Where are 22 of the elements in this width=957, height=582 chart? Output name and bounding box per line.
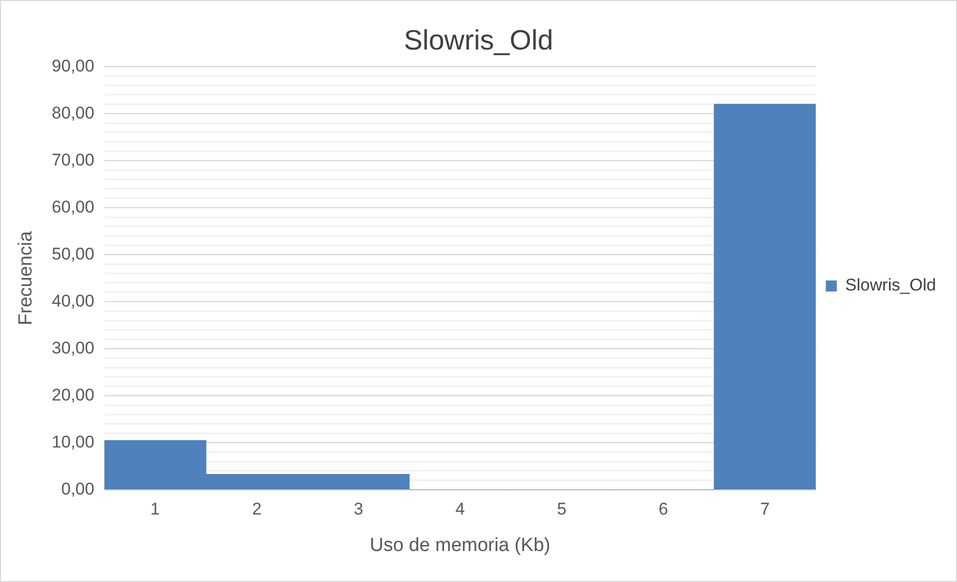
x-tick-label: 7	[760, 500, 770, 519]
y-axis-title: Frecuencia	[16, 230, 37, 326]
x-tick-label: 1	[150, 500, 160, 519]
y-tick-label: 50,00	[52, 244, 94, 264]
y-tick-label: 70,00	[52, 150, 94, 170]
x-tick-label: 5	[556, 500, 566, 519]
y-tick-label: 40,00	[52, 291, 94, 310]
y-tick-label: 60,00	[52, 197, 94, 216]
y-tick-label: 80,00	[52, 103, 94, 122]
x-tick-label: 2	[252, 500, 262, 519]
y-tick-label: 30,00	[52, 338, 94, 358]
y-tick-label: 90,00	[52, 56, 94, 76]
y-tick-label: 20,00	[52, 385, 94, 404]
legend-label: Slowris_Old	[845, 276, 936, 295]
y-tick-label: 10,00	[52, 432, 94, 452]
x-tick-label: 6	[658, 500, 668, 519]
chart-title: Slowris_Old	[404, 24, 554, 56]
x-tick-label: 3	[354, 500, 364, 519]
y-tick-label: 0,00	[61, 479, 94, 498]
x-tick-label: 4	[455, 500, 465, 519]
x-axis-title: Uso de memoria (Kb)	[370, 534, 550, 556]
bar	[714, 104, 816, 490]
